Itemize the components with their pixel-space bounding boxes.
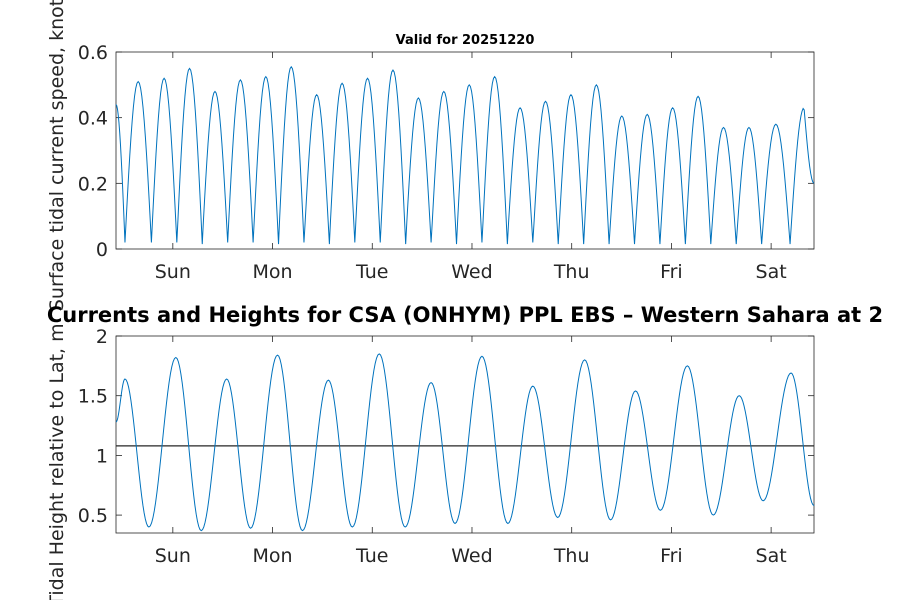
current-speed-chart: 0 0.2 0.4 0.6 Sun Mon Tue Wed Thu Fri Sat Valid fo… [46,0,815,311]
current-speed-ytick-label: 0.2 [78,173,108,195]
tidal-height-series-line [115,353,815,532]
tidal-height-ticks: 0.5 1 1.5 2 Sun Mon Tue Wed Thu Fri Sat [78,326,814,567]
tidal-height-xtick-label: Fri [660,545,683,567]
valid-title: Valid for 20251220 [396,33,535,48]
current-speed-ticks: 0 0.2 0.4 0.6 Sun Mon Tue Wed Thu Fri Sat [78,42,814,283]
current-speed-xtick-label: Sat [756,261,787,283]
main-title: Currents and Heights for CSA (ONHYM) PPL… [47,303,883,327]
tidal-height-xtick-label: Thu [553,545,590,567]
tidal-height-ytick-label: 1 [96,445,108,467]
current-speed-ytick-label: 0.6 [78,42,108,64]
current-speed-xtick-label: Fri [660,261,683,283]
current-speed-xtick-label: Tue [355,261,388,283]
tidal-height-ytick-label: 1.5 [78,386,108,408]
tidal-height-ylabel: Tidal Height relative to Lat, m [46,323,68,600]
current-speed-ytick-label: 0.4 [78,108,108,130]
tidal-height-axes-box [115,335,815,534]
current-speed-ytick-label: 0 [96,239,108,261]
tidal-height-ytick-label: 2 [96,326,108,348]
current-speed-plot-area [115,65,815,245]
current-speed-xtick-label: Wed [451,261,492,283]
tidal-height-xtick-label: Mon [253,545,293,567]
current-speed-series-line [115,65,815,245]
current-speed-xtick-label: Thu [553,261,590,283]
current-speed-xtick-label: Mon [253,261,293,283]
tidal-height-ytick-label: 0.5 [78,505,108,527]
current-speed-ylabel: Surface tidal current speed, knots [46,0,68,311]
current-speed-xtick-label: Sun [155,261,191,283]
tidal-height-chart: 0.5 1 1.5 2 Sun Mon Tue Wed Thu Fri Sat Tidal Heig… [46,323,815,605]
tidal-height-plot-area [115,353,815,532]
tidal-height-xtick-label: Sun [155,545,191,567]
tidal-height-xtick-label: Wed [451,545,492,567]
tidal-height-xtick-label: Sat [756,545,787,567]
tidal-height-xtick-label: Tue [355,545,388,567]
